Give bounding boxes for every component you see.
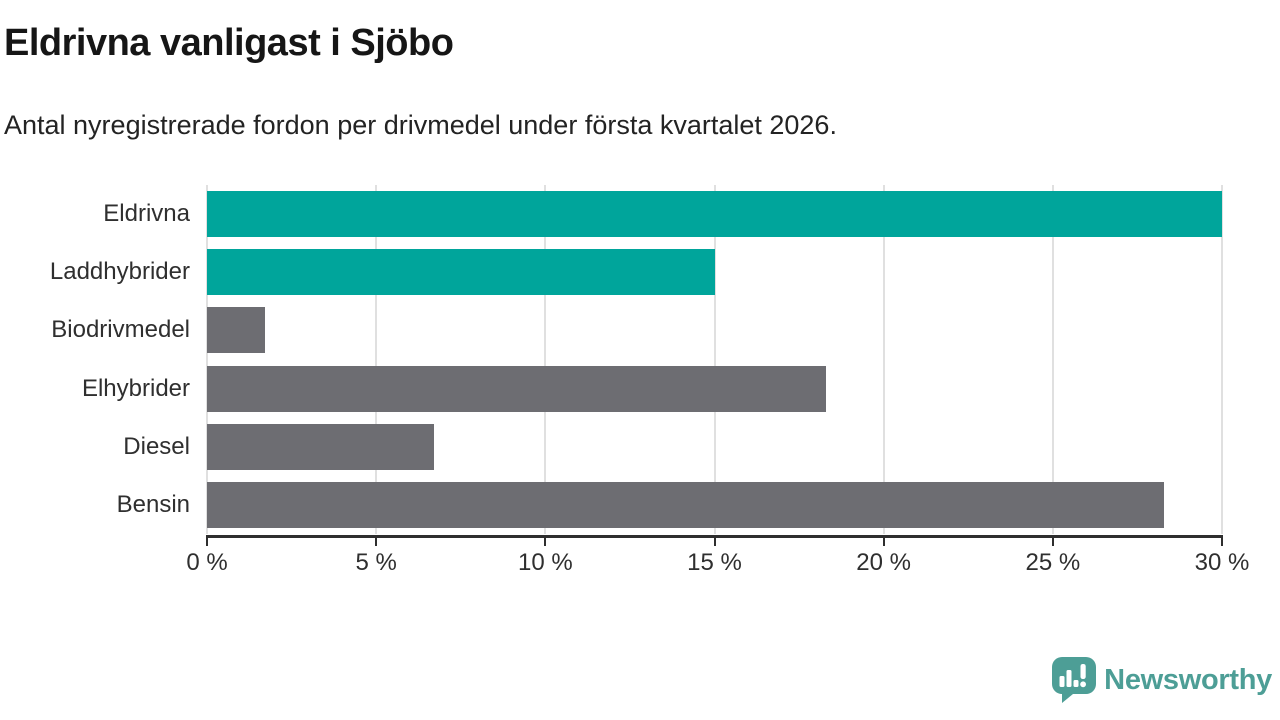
x-tick-mark bbox=[206, 535, 208, 546]
bar-biodrivmedel bbox=[207, 307, 265, 354]
gridline-30 bbox=[1221, 185, 1223, 534]
x-tick-label: 20 % bbox=[856, 549, 911, 576]
y-axis-label: Laddhybrider bbox=[49, 258, 190, 286]
y-axis-label: Bensin bbox=[116, 490, 190, 518]
y-axis-label: Eldrivna bbox=[103, 200, 190, 228]
x-tick-mark bbox=[713, 535, 716, 546]
gridline-0 bbox=[206, 185, 208, 534]
x-tick-label: 5 % bbox=[355, 549, 397, 576]
y-axis-label: Elhybrider bbox=[81, 374, 190, 402]
gridline-25 bbox=[1051, 185, 1054, 534]
y-axis-label: Diesel bbox=[123, 432, 190, 460]
chart-subtitle: Antal nyregistrerade fordon per drivmede… bbox=[4, 110, 837, 140]
newsworthy-logo-icon bbox=[1052, 657, 1097, 703]
plot-area bbox=[206, 185, 1223, 534]
bar-elhybrider bbox=[207, 365, 827, 412]
chart-title: Eldrivna vanligast i Sjöbo bbox=[4, 22, 454, 64]
brand-name: Newsworthy bbox=[1104, 663, 1272, 696]
x-tick-mark bbox=[375, 535, 378, 546]
bar-eldrivna bbox=[207, 191, 1222, 238]
x-tick-mark bbox=[1051, 535, 1054, 546]
x-tick-mark bbox=[882, 535, 885, 546]
y-axis-labels: Eldrivna Laddhybrider Biodrivmedel Elhybrid… bbox=[0, 185, 190, 534]
gridline-10 bbox=[544, 185, 547, 534]
gridline-15 bbox=[713, 185, 716, 534]
x-tick-mark bbox=[544, 535, 547, 546]
bar-bensin bbox=[207, 481, 1165, 528]
bar-laddhybrider bbox=[207, 249, 715, 296]
x-tick-label: 10 % bbox=[517, 549, 573, 576]
bar-diesel bbox=[207, 423, 434, 470]
brand-footer: Newsworthy bbox=[1051, 656, 1272, 704]
y-axis-label: Biodrivmedel bbox=[51, 316, 190, 344]
x-tick-label: 30 % bbox=[1194, 549, 1250, 576]
x-tick-label: 15 % bbox=[687, 549, 742, 576]
x-tick-label: 0 % bbox=[186, 549, 228, 576]
x-tick-label: 25 % bbox=[1025, 549, 1081, 576]
x-tick-mark bbox=[1221, 535, 1223, 546]
gridline-20 bbox=[882, 185, 885, 534]
gridline-5 bbox=[375, 185, 378, 534]
